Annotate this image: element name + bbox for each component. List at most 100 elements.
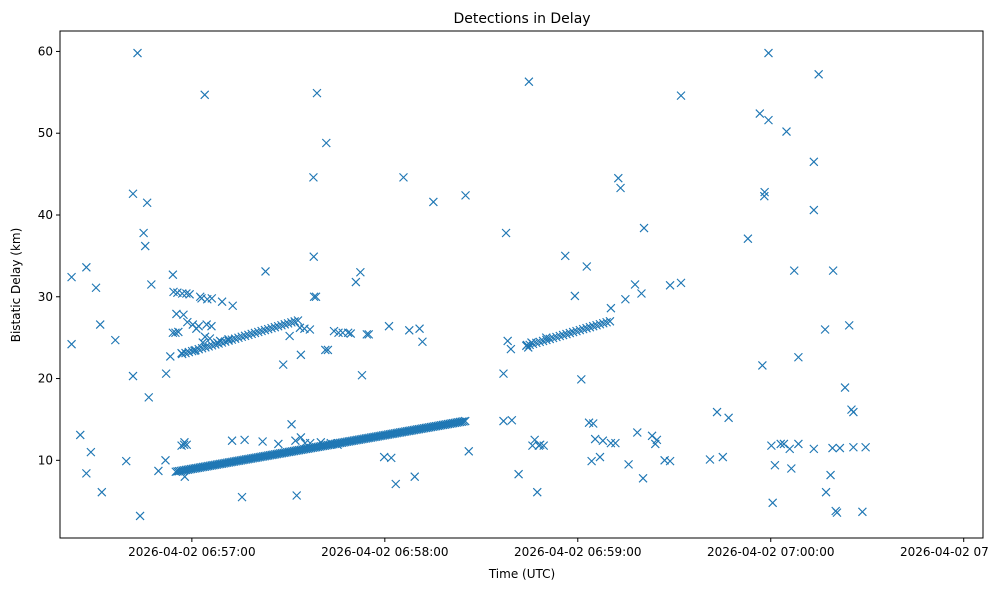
detection-marker bbox=[320, 345, 330, 355]
detection-marker bbox=[165, 352, 175, 361]
y-tick-label: 40 bbox=[38, 208, 53, 222]
detection-marker bbox=[832, 508, 842, 518]
y-tick-label: 20 bbox=[38, 372, 53, 386]
detection-marker bbox=[809, 205, 819, 215]
detection-marker bbox=[712, 407, 722, 417]
detection-marker bbox=[207, 340, 217, 350]
detection-marker bbox=[128, 189, 138, 199]
detection-marker bbox=[296, 433, 306, 442]
detection-marker bbox=[312, 88, 322, 98]
detection-marker bbox=[384, 321, 394, 331]
detection-marker bbox=[789, 266, 799, 276]
detection-marker bbox=[786, 464, 796, 473]
detection-marker bbox=[171, 328, 180, 338]
detection-marker bbox=[285, 331, 295, 341]
detection-marker bbox=[592, 320, 601, 330]
detection-marker bbox=[857, 507, 867, 517]
detection-marker bbox=[97, 487, 107, 497]
detection-marker bbox=[146, 280, 156, 289]
detection-marker bbox=[598, 436, 608, 446]
detection-marker bbox=[67, 339, 76, 349]
detection-marker bbox=[237, 492, 247, 502]
detection-marker bbox=[418, 337, 427, 347]
detection-marker bbox=[743, 234, 753, 244]
detection-marker bbox=[237, 332, 247, 342]
detection-marker bbox=[280, 319, 290, 329]
detection-marker bbox=[464, 446, 474, 456]
detection-marker bbox=[826, 470, 835, 480]
detection-marker bbox=[309, 252, 319, 262]
detection-marker bbox=[521, 341, 531, 351]
detection-marker bbox=[204, 341, 214, 351]
detection-marker bbox=[161, 455, 170, 465]
detection-marker bbox=[828, 443, 837, 453]
x-axis-label: Time (UTC) bbox=[488, 567, 555, 581]
detection-marker bbox=[585, 322, 595, 332]
detection-marker bbox=[173, 327, 183, 337]
x-tick-label: 2026-04-02 06:58:00 bbox=[321, 545, 448, 559]
detection-marker bbox=[81, 262, 91, 272]
detection-marker bbox=[182, 317, 192, 327]
detection-marker bbox=[820, 325, 830, 334]
detection-marker bbox=[135, 511, 145, 521]
detection-marker bbox=[172, 309, 181, 319]
detection-marker bbox=[632, 428, 642, 437]
detection-marker bbox=[637, 289, 646, 298]
detection-marker bbox=[334, 328, 343, 338]
detection-marker bbox=[848, 407, 858, 417]
detection-marker bbox=[194, 321, 204, 331]
x-tick-label: 2026-04-02 06:59:00 bbox=[514, 545, 641, 559]
detection-marker bbox=[161, 369, 171, 379]
detection-marker bbox=[514, 469, 524, 479]
detection-marker bbox=[525, 340, 535, 350]
detection-marker bbox=[532, 487, 542, 497]
detection-marker bbox=[290, 317, 300, 326]
y-axis-label: Bistatic Delay (km) bbox=[9, 228, 23, 343]
detection-marker bbox=[179, 310, 188, 320]
detection-marker bbox=[263, 324, 273, 334]
detection-marker bbox=[457, 417, 467, 427]
detection-marker bbox=[602, 317, 612, 327]
detection-marker bbox=[227, 335, 237, 345]
detection-marker bbox=[578, 324, 588, 334]
detection-marker bbox=[835, 443, 845, 453]
y-axis-ticks: 10 20 30 40 50 60 bbox=[38, 44, 60, 467]
detection-marker bbox=[779, 439, 789, 449]
detection-marker bbox=[323, 345, 333, 355]
detection-marker bbox=[861, 442, 871, 452]
detection-marker bbox=[343, 328, 353, 338]
detection-marker bbox=[187, 346, 197, 356]
detection-marker bbox=[844, 320, 854, 330]
detection-marker bbox=[207, 293, 217, 303]
detection-marker bbox=[499, 369, 508, 379]
detection-marker bbox=[558, 330, 568, 340]
detection-marker bbox=[613, 173, 623, 183]
detection-marker bbox=[67, 272, 76, 282]
detection-marker bbox=[240, 331, 250, 341]
detection-marker bbox=[506, 344, 516, 354]
detection-marker bbox=[415, 324, 424, 334]
detection-marker bbox=[287, 419, 296, 429]
detection-marker bbox=[535, 337, 545, 347]
detection-marker bbox=[210, 340, 220, 349]
detection-marker bbox=[404, 325, 414, 335]
detection-marker bbox=[217, 297, 227, 307]
detection-marker bbox=[724, 413, 734, 423]
detection-marker bbox=[140, 241, 150, 251]
detection-marker bbox=[75, 430, 85, 440]
detection-marker bbox=[665, 280, 675, 290]
detection-marker bbox=[676, 278, 686, 288]
y-tick-label: 50 bbox=[38, 126, 53, 140]
detection-marker bbox=[570, 291, 580, 301]
y-tick-label: 10 bbox=[38, 453, 53, 467]
detection-marker bbox=[202, 320, 212, 329]
detection-marker bbox=[501, 228, 511, 238]
detection-marker bbox=[760, 187, 770, 197]
detection-marker bbox=[191, 345, 200, 355]
detection-marker bbox=[95, 320, 105, 329]
detection-marker bbox=[391, 479, 401, 489]
detection-marker bbox=[273, 321, 283, 331]
detection-marker bbox=[309, 292, 319, 302]
detection-marker bbox=[459, 416, 468, 426]
detection-marker bbox=[399, 172, 408, 182]
